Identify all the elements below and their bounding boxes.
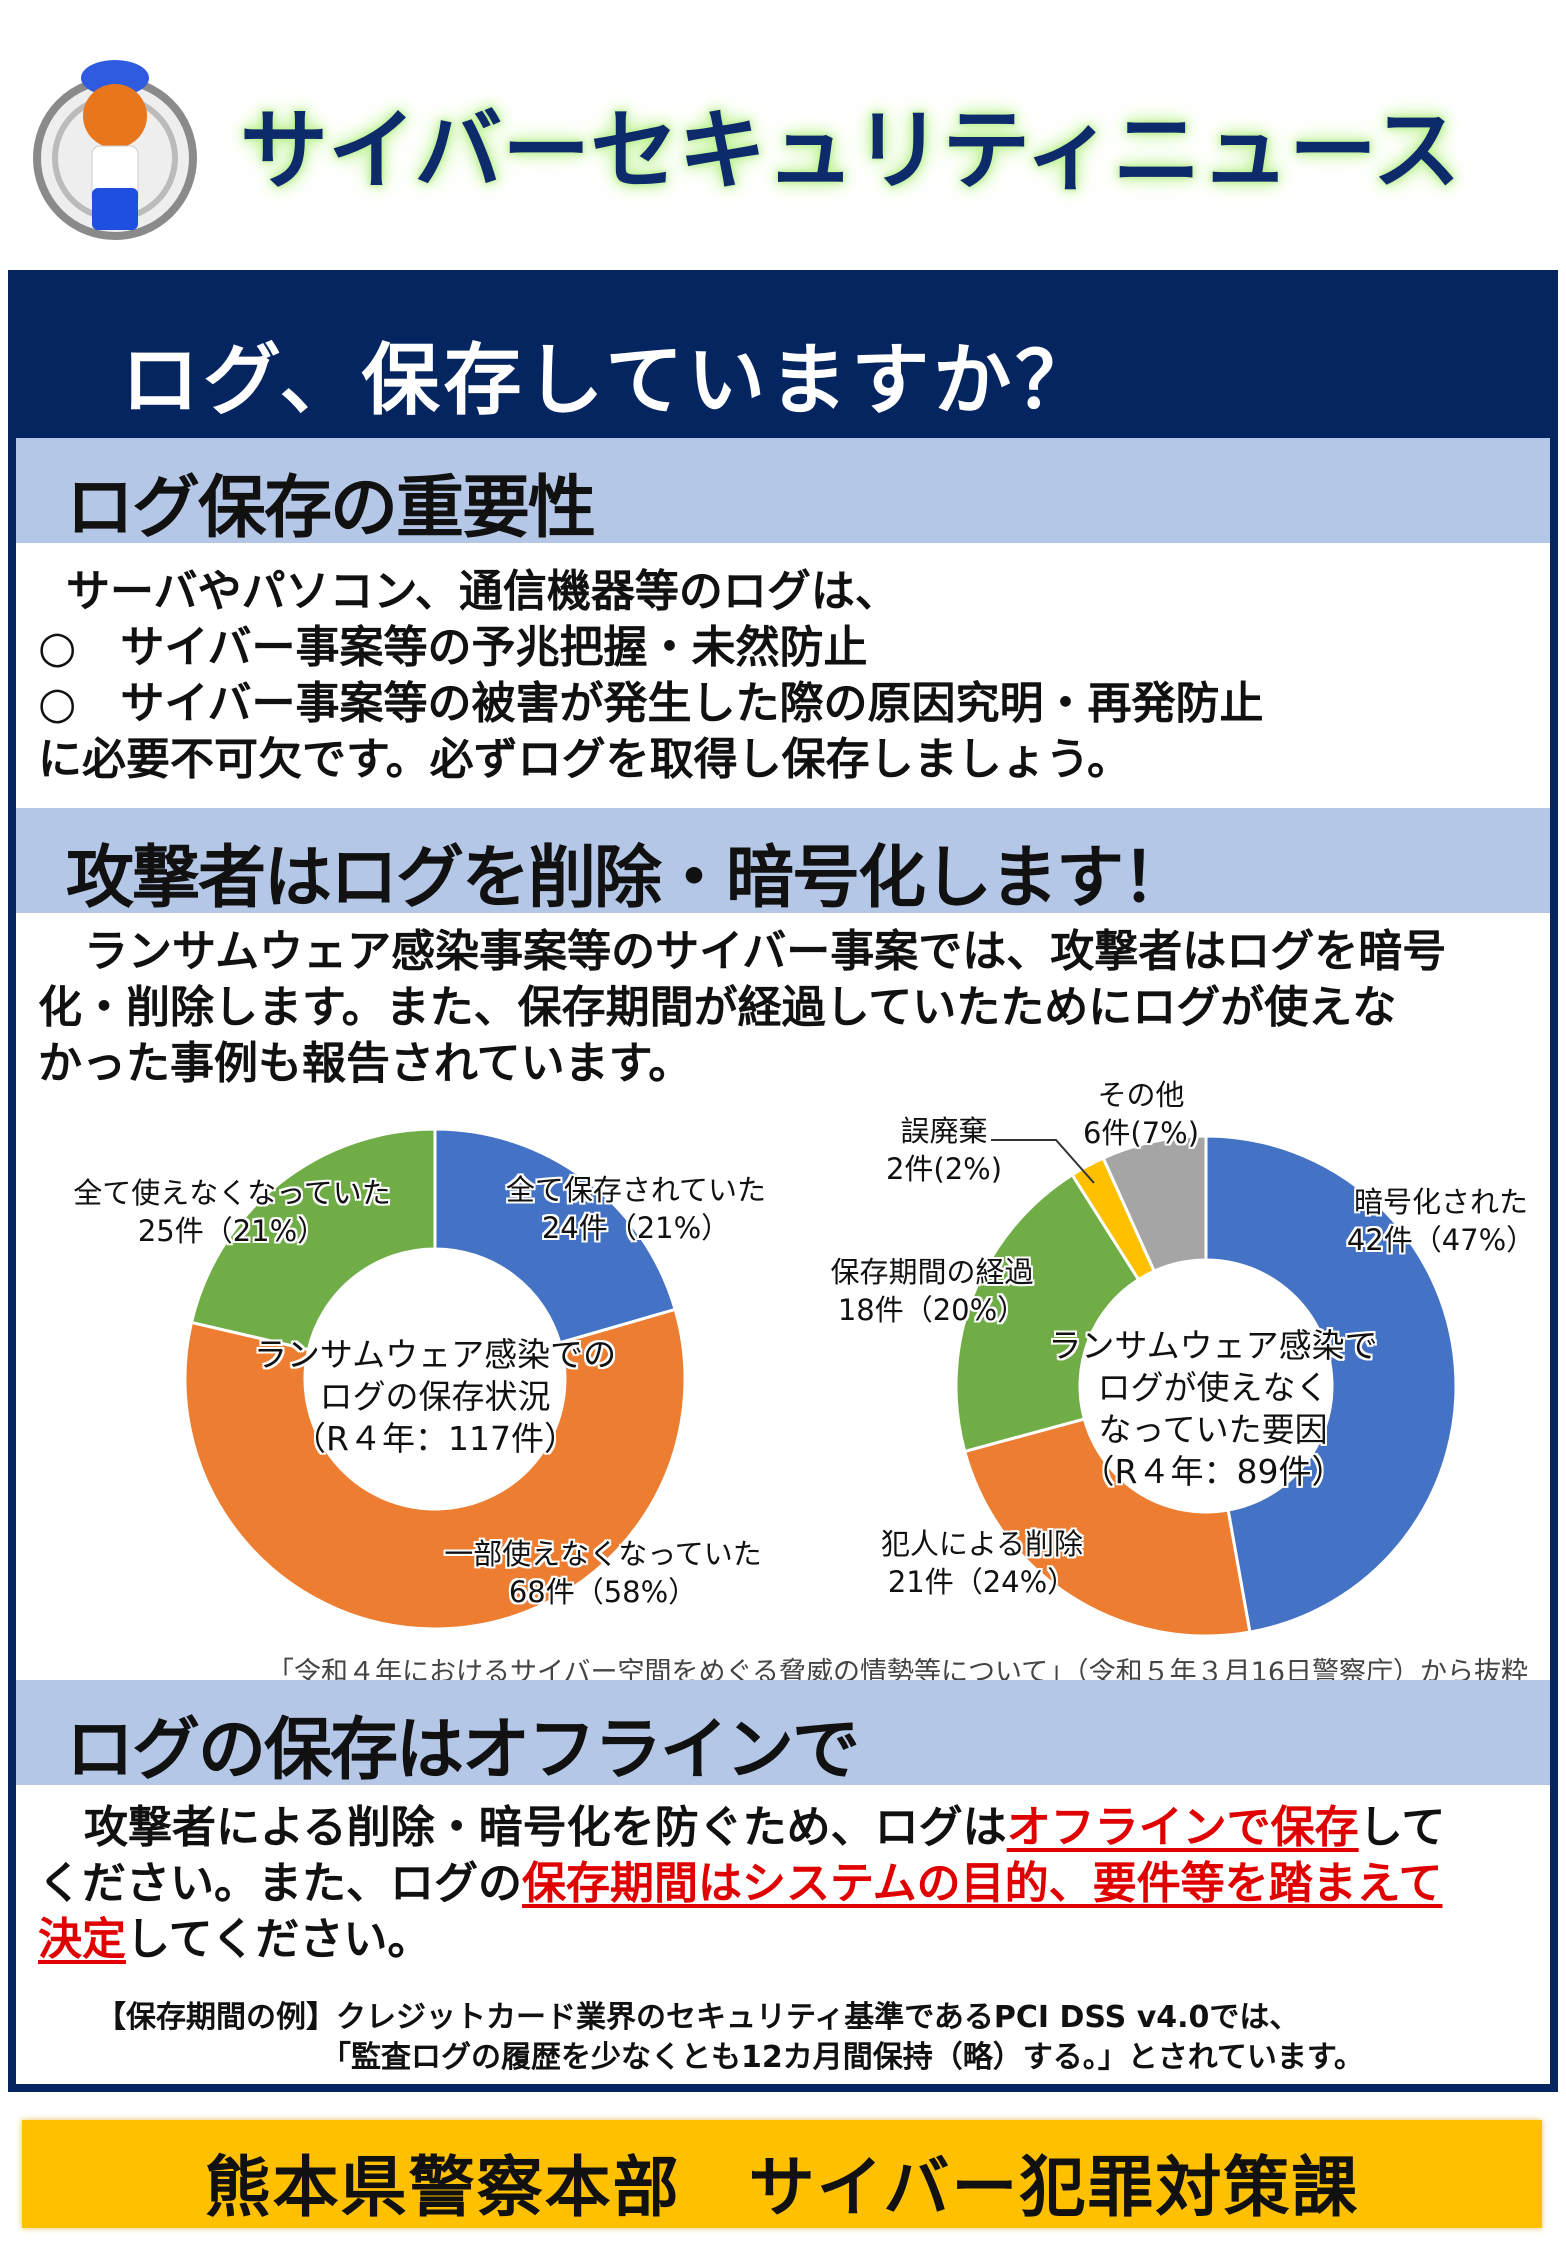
body-line: に必要不可欠です。必ずログを取得し保存しましょう。 — [38, 734, 1131, 785]
body-line: かった事例も報告されています。 — [38, 1038, 693, 1089]
app-title: サイバーセキュリティニュース — [240, 99, 1461, 202]
donut-slice — [183, 1307, 687, 1631]
donut-slice — [962, 1417, 1252, 1638]
body-line: ○ サイバー事案等の予兆把握・未然防止 — [38, 622, 868, 673]
emphasis-retention: 保存期間はシステムの目的、要件等を踏まえて — [522, 1858, 1443, 1909]
body-line: サーバやパソコン、通信機器等のログは、 — [66, 566, 899, 617]
label-deleted-by-attacker: 犯人による削除 21件（24%） — [880, 1527, 1084, 1599]
section-heading-attackers: 攻撃者はログを削除・暗号化します！ — [16, 808, 1550, 918]
chart-center-title: ランサムウェア感染で ログが使えなく なっていた要因 （R４年：89件） — [1048, 1326, 1378, 1491]
label-retention-expired: 保存期間の経過 18件（20%） — [830, 1255, 1034, 1327]
police-mascot-logo — [33, 60, 197, 240]
label-other: その他 6件(7%) — [1082, 1078, 1200, 1150]
donut-slice — [433, 1127, 677, 1345]
note-line: 【保存期間の例】クレジットカード業界のセキュリティ基準であるPCI DSS v4… — [96, 2000, 1300, 2035]
donut-charts — [183, 1127, 1458, 1638]
label-mistaken-disposal: 誤廃棄 2件(2%) — [885, 1114, 1003, 1186]
label-encrypted: 暗号化された 42件（47%） — [1346, 1185, 1536, 1257]
body-line: ください。また、ログの保存期間はシステムの目的、要件等を踏まえて — [38, 1858, 1443, 1909]
footer-text: 熊本県警察本部 サイバー犯罪対策課 — [204, 2149, 1360, 2226]
leader-line — [991, 1139, 1095, 1184]
footer-banner: 熊本県警察本部 サイバー犯罪対策課 — [22, 2120, 1542, 2228]
emphasis-decide: 決定 — [38, 1914, 126, 1965]
body-line: 決定してください。 — [38, 1914, 432, 1965]
newsletter-frame: ログ、保存していますか？ ログ保存の重要性 サーバやパソコン、通信機器等のログは… — [8, 270, 1558, 2092]
section-heading-text: ログの保存はオフラインで — [66, 1711, 860, 1790]
donut-slice — [1101, 1134, 1208, 1274]
label-partially-unusable: 一部使えなくなっていた 68件（58%） — [444, 1537, 762, 1609]
donut-slice — [954, 1172, 1141, 1454]
section-heading-text: ログ保存の重要性 — [66, 469, 596, 548]
donut-slice — [1204, 1134, 1458, 1634]
body-line: ○ サイバー事案等の被害が発生した際の原因究明・再発防止 — [38, 678, 1264, 729]
section-heading-offline: ログの保存はオフラインで — [16, 1680, 1550, 1790]
emphasis-offline: オフラインで保存 — [1006, 1802, 1359, 1853]
body-line: 攻撃者による削除・暗号化を防ぐため、ログはオフラインで保存して — [84, 1802, 1446, 1853]
section-heading-text: 攻撃者はログを削除・暗号化します！ — [66, 839, 1190, 918]
section-heading-importance: ログ保存の重要性 — [16, 438, 1550, 548]
donut-slice — [189, 1127, 437, 1352]
body-line: ランサムウェア感染事案等のサイバー事案では、攻撃者はログを暗号 — [84, 926, 1447, 977]
title-band: ログ、保存していますか？ — [16, 278, 1550, 438]
note-line: 「監査ログの履歴を少なくとも12カ月間保持（略）する。」とされています。 — [321, 2040, 1364, 2075]
label-all-unusable: 全て使えなくなっていた 25件（21%） — [73, 1176, 391, 1248]
chart-center-title: ランサムウェア感染での ログの保存状況 （R４年：117件） — [253, 1335, 617, 1458]
body-line: 化・削除します。また、保存期間が経過していたためにログが使えな — [38, 982, 1397, 1033]
page-title: ログ、保存していますか？ — [121, 336, 1098, 426]
label-all-saved: 全て保存されていた 24件（21%） — [505, 1173, 767, 1245]
